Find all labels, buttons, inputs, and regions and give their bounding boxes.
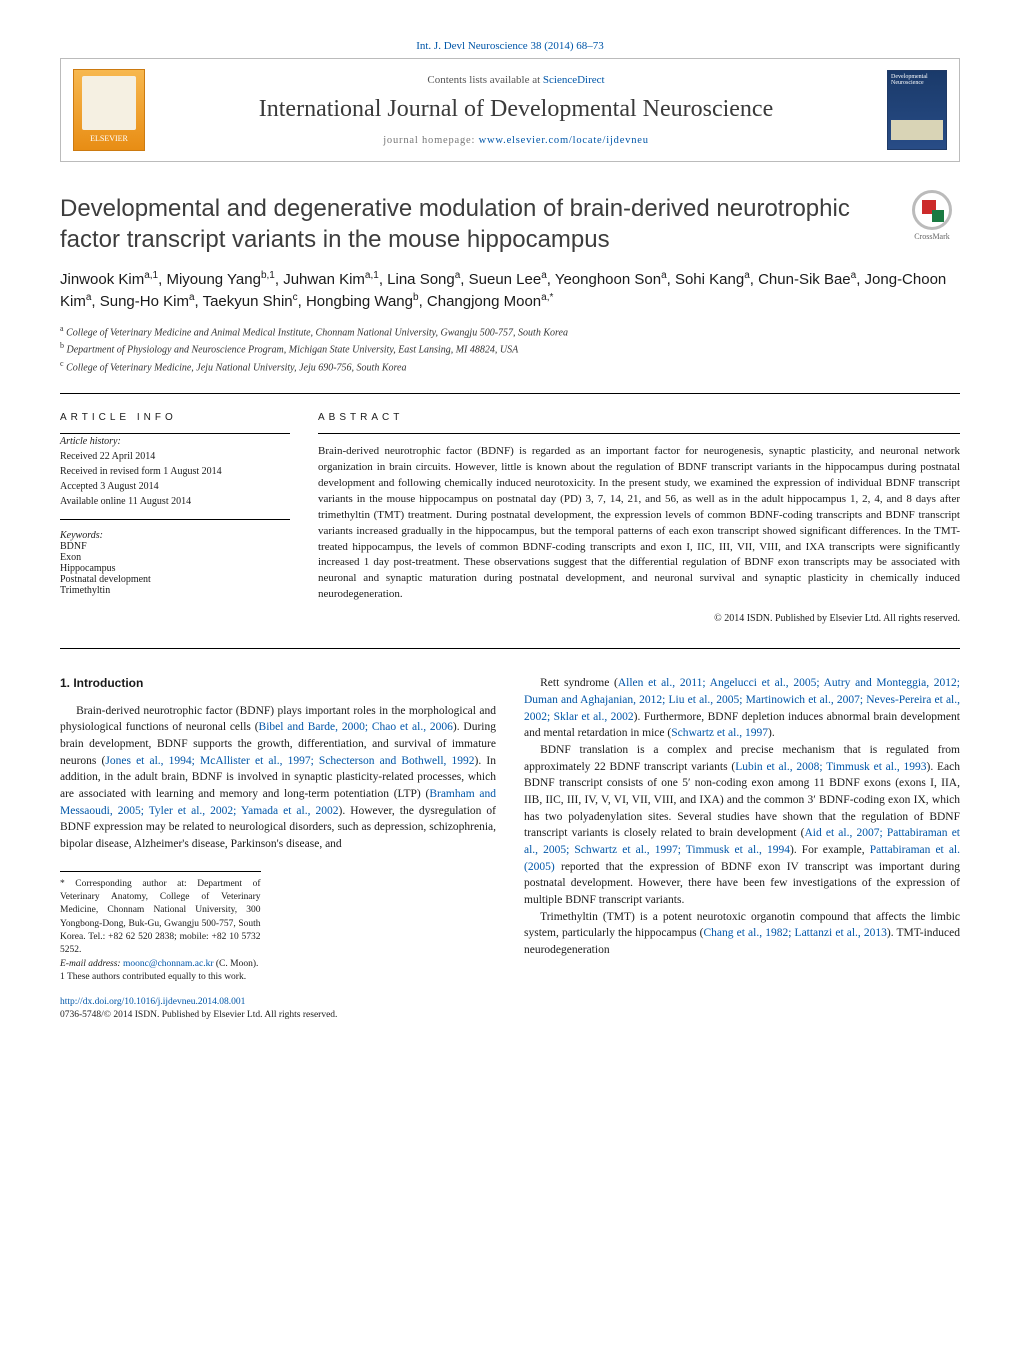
right-column: Rett syndrome (Allen et al., 2011; Angel…: [524, 675, 960, 984]
history-line: Received 22 April 2014: [60, 449, 290, 464]
issn-copyright-line: 0736-5748/© 2014 ISDN. Published by Else…: [60, 1010, 337, 1020]
equal-contribution-note: 1 These authors contributed equally to t…: [60, 971, 261, 984]
homepage-prefix: journal homepage:: [383, 135, 478, 146]
keyword-line: Postnatal development: [60, 574, 290, 585]
keyword-line: Hippocampus: [60, 563, 290, 574]
header-center: Contents lists available at ScienceDirec…: [159, 74, 873, 146]
article-info-heading: ARTICLE INFO: [60, 412, 290, 423]
keywords-block: Keywords: BDNFExonHippocampusPostnatal d…: [60, 530, 290, 596]
history-line: Received in revised form 1 August 2014: [60, 464, 290, 479]
body-paragraph: Rett syndrome (Allen et al., 2011; Angel…: [524, 675, 960, 742]
rule-abs: [318, 433, 960, 434]
affiliations: a College of Veterinary Medicine and Ani…: [60, 323, 960, 375]
crossmark-icon: [912, 190, 952, 230]
rule-bottom: [60, 648, 960, 649]
journal-ref-top: Int. J. Devl Neuroscience 38 (2014) 68–7…: [60, 40, 960, 52]
crossmark-badge[interactable]: CrossMark: [904, 190, 960, 241]
body-paragraph: BDNF translation is a complex and precis…: [524, 742, 960, 909]
contents-available-line: Contents lists available at ScienceDirec…: [159, 74, 873, 86]
email-suffix: (C. Moon).: [214, 959, 259, 969]
rule-top: [60, 393, 960, 394]
article-title: Developmental and degenerative modulatio…: [60, 194, 892, 255]
abstract-text: Brain-derived neurotrophic factor (BDNF)…: [318, 444, 960, 603]
keyword-line: Trimethyltin: [60, 585, 290, 596]
journal-homepage-link[interactable]: www.elsevier.com/locate/ijdevneu: [479, 135, 649, 146]
article-info-block: ARTICLE INFO Article history: Received 2…: [60, 412, 290, 624]
crossmark-label: CrossMark: [914, 232, 950, 241]
affiliation-line: b Department of Physiology and Neuroscie…: [60, 340, 960, 357]
sciencedirect-link[interactable]: ScienceDirect: [543, 74, 605, 86]
keyword-line: Exon: [60, 552, 290, 563]
left-column: 1. Introduction Brain-derived neurotroph…: [60, 675, 496, 984]
journal-homepage-line: journal homepage: www.elsevier.com/locat…: [159, 135, 873, 146]
contents-prefix: Contents lists available at: [427, 74, 542, 86]
keyword-line: BDNF: [60, 541, 290, 552]
journal-cover-thumbnail: Developmental Neuroscience: [887, 70, 947, 150]
elsevier-logo: ELSEVIER: [73, 69, 145, 151]
doi-block: http://dx.doi.org/10.1016/j.ijdevneu.201…: [60, 996, 960, 1023]
corresponding-email-link[interactable]: moonc@chonnam.ac.kr: [123, 959, 214, 969]
abstract-block: ABSTRACT Brain-derived neurotrophic fact…: [318, 412, 960, 624]
affiliation-line: a College of Veterinary Medicine and Ani…: [60, 323, 960, 340]
doi-link[interactable]: http://dx.doi.org/10.1016/j.ijdevneu.201…: [60, 997, 245, 1007]
abstract-heading: ABSTRACT: [318, 412, 960, 423]
keywords-label: Keywords:: [60, 530, 290, 541]
abstract-copyright: © 2014 ISDN. Published by Elsevier Ltd. …: [318, 613, 960, 624]
body-paragraph: Brain-derived neurotrophic factor (BDNF)…: [60, 703, 496, 853]
article-history: Article history: Received 22 April 2014R…: [60, 434, 290, 520]
history-line: Available online 11 August 2014: [60, 494, 290, 509]
section-1-heading: 1. Introduction: [60, 675, 496, 692]
email-label: E-mail address:: [60, 959, 123, 969]
body-paragraph: Trimethyltin (TMT) is a potent neurotoxi…: [524, 909, 960, 959]
history-line: Accepted 3 August 2014: [60, 479, 290, 494]
email-line: E-mail address: moonc@chonnam.ac.kr (C. …: [60, 958, 261, 971]
journal-ref-link[interactable]: Int. J. Devl Neuroscience 38 (2014) 68–7…: [416, 40, 604, 52]
history-label: Article history:: [60, 434, 290, 449]
affiliation-line: c College of Veterinary Medicine, Jeju N…: [60, 358, 960, 375]
corresponding-author-note: * Corresponding author at: Department of…: [60, 878, 261, 958]
journal-name: International Journal of Developmental N…: [159, 96, 873, 123]
authors-list: Jinwook Kima,1, Miyoung Yangb,1, Juhwan …: [60, 269, 960, 313]
journal-header: ELSEVIER Contents lists available at Sci…: [60, 58, 960, 162]
footnotes: * Corresponding author at: Department of…: [60, 871, 261, 984]
